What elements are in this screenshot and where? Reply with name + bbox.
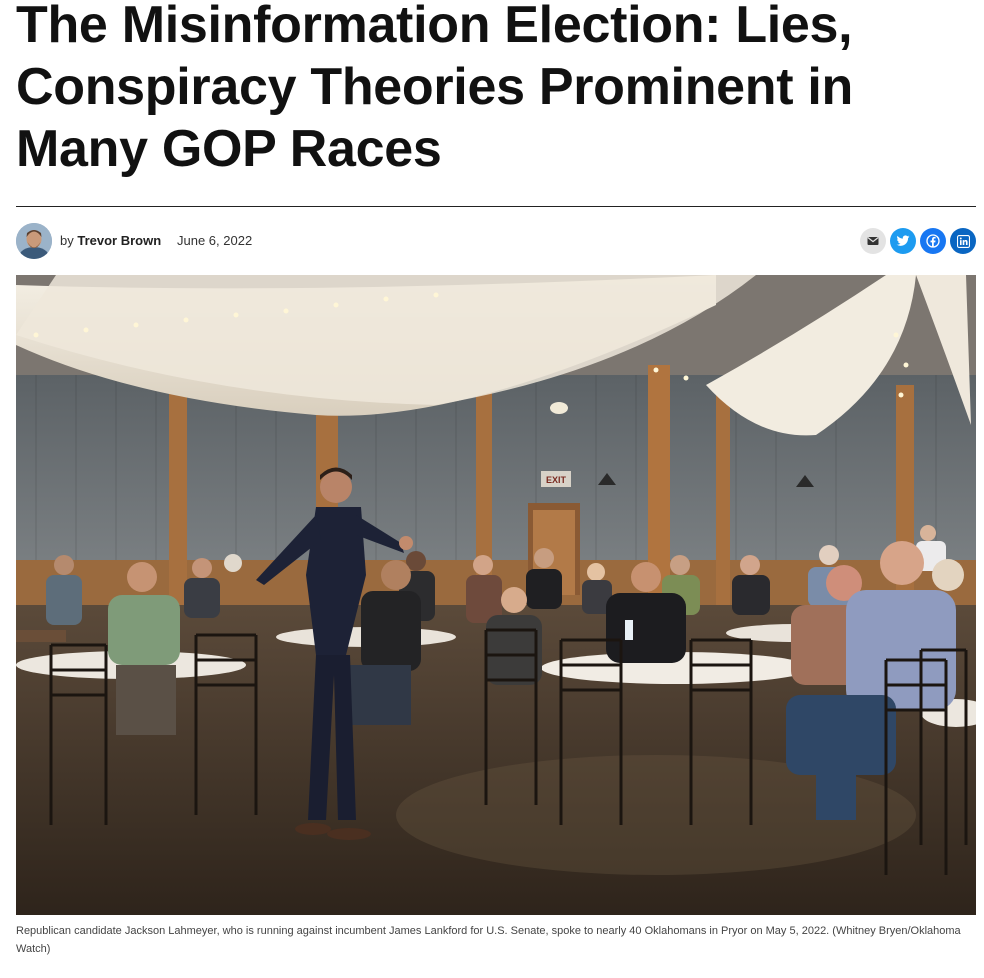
- linkedin-icon: [956, 234, 970, 248]
- envelope-icon: [867, 237, 879, 245]
- byline-text: by Trevor Brown: [60, 233, 161, 248]
- publish-date: June 6, 2022: [177, 233, 253, 248]
- twitter-icon: [896, 235, 910, 246]
- share-facebook-button[interactable]: [920, 228, 946, 254]
- photo-caption: Republican candidate Jackson Lahmeyer, w…: [16, 925, 961, 955]
- headline-divider: [16, 206, 976, 207]
- author-link[interactable]: Trevor Brown: [77, 233, 162, 248]
- article-photo: EXIT: [16, 275, 976, 915]
- share-twitter-button[interactable]: [890, 228, 916, 254]
- byline-prefix: by: [60, 233, 74, 248]
- exit-sign: EXIT: [546, 475, 567, 485]
- article-headline: The Misinformation Election: Lies, Consp…: [16, 0, 854, 178]
- byline: by Trevor Brown June 6, 2022: [16, 223, 976, 259]
- facebook-icon: [926, 234, 940, 248]
- share-linkedin-button[interactable]: [950, 228, 976, 254]
- author-avatar[interactable]: [16, 223, 52, 259]
- share-email-button[interactable]: [860, 228, 886, 254]
- share-buttons: [860, 228, 976, 254]
